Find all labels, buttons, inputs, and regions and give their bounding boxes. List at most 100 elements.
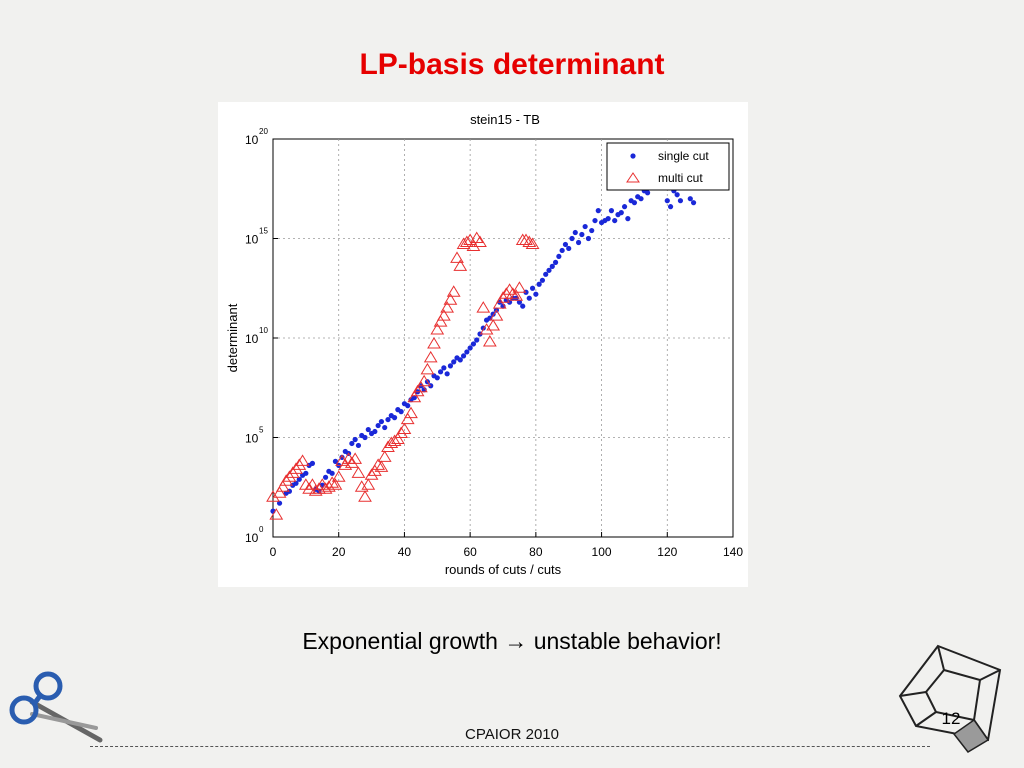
- single-cut-point: [457, 357, 463, 363]
- multi-cut-point: [384, 436, 399, 448]
- x-tick-label: 0: [270, 545, 277, 559]
- multi-cut-point: [463, 233, 478, 245]
- multi-cut-point: [282, 470, 297, 482]
- y-tick-base: 10: [245, 332, 259, 346]
- slide-title: LP-basis determinant: [359, 48, 665, 81]
- y-tick-base: 10: [245, 233, 259, 247]
- single-cut-point: [562, 241, 569, 248]
- y-tick-exponent: 20: [259, 127, 268, 136]
- multi-cut-point: [348, 452, 363, 464]
- multi-cut-point: [446, 285, 461, 297]
- single-cut-point: [362, 434, 368, 441]
- single-cut-point: [533, 291, 539, 297]
- single-cut-point: [516, 299, 523, 305]
- x-tick-label: 40: [398, 545, 412, 559]
- legend-single-cut-marker: [630, 153, 636, 159]
- multi-cut-point: [400, 412, 415, 425]
- single-cut-point: [690, 200, 697, 206]
- multi-cut-point: [453, 259, 468, 271]
- multi-cut-point: [440, 301, 455, 313]
- multi-cut-point: [423, 350, 438, 363]
- x-tick-label: 140: [723, 545, 743, 559]
- multi-cut-point: [377, 450, 392, 462]
- single-cut-point: [303, 470, 309, 476]
- y-tick-base: 10: [245, 531, 259, 545]
- legend: single cut multi cut: [606, 142, 730, 191]
- single-cut-point: [677, 198, 684, 204]
- single-cut-point: [546, 267, 552, 273]
- footer-text: CPAIOR 2010: [465, 726, 559, 743]
- single-cut-point: [464, 349, 470, 355]
- multi-cut-point: [390, 432, 405, 444]
- x-tick-label: 120: [657, 545, 677, 559]
- multi-cut-point: [404, 406, 418, 419]
- single-cut-point: [467, 345, 473, 351]
- single-cut-point: [460, 353, 467, 359]
- multi-cut-point: [443, 293, 458, 305]
- multi-cut-point: [476, 301, 491, 313]
- chart: stein15 - TB 0 20 40 60 80 100 120 140 10 0 10 5 10…: [218, 102, 748, 587]
- multi-cut-point: [394, 426, 409, 439]
- single-cut-point: [385, 416, 391, 423]
- multi-cut-point: [489, 309, 504, 321]
- multi-cut-point: [410, 384, 425, 397]
- multi-cut-point: [272, 486, 287, 498]
- single-cut-point: [332, 458, 339, 464]
- multi-cut-point: [285, 466, 300, 478]
- multi-cut-point: [381, 440, 395, 452]
- single-cut-point: [572, 229, 578, 236]
- x-tick-label: 60: [463, 545, 477, 559]
- single-cut-point: [434, 375, 440, 381]
- multi-cut-point: [512, 281, 527, 293]
- multi-cut-point: [295, 454, 310, 466]
- single-cut-point: [349, 440, 355, 447]
- multi-cut-point: [371, 458, 386, 470]
- single-cut-point: [595, 208, 601, 214]
- single-cut-point: [309, 460, 316, 466]
- multi-cut-point: [525, 237, 540, 249]
- single-cut-point: [398, 409, 404, 415]
- y-tick-exponent: 10: [259, 326, 268, 335]
- single-cut-point: [638, 196, 644, 202]
- single-cut-point: [621, 204, 628, 210]
- multi-cut-point: [505, 287, 520, 299]
- scissors-icon: [9, 671, 103, 743]
- single-cut-point: [579, 231, 585, 238]
- grid: [273, 139, 733, 537]
- multi-cut-point: [328, 478, 343, 490]
- single-cut-point: [543, 271, 549, 277]
- multi-cut-point: [430, 323, 445, 335]
- y-tick-exponent: 5: [259, 426, 264, 435]
- single-cut-point: [447, 363, 454, 369]
- single-cut-point: [618, 210, 624, 216]
- single-cut-point: [339, 454, 345, 460]
- series-multi-cut: [266, 231, 540, 520]
- multi-cut-point: [374, 460, 389, 472]
- x-tick-label: 100: [592, 545, 612, 559]
- multi-cut-point: [302, 482, 317, 494]
- single-cut-point: [664, 198, 670, 204]
- slide-subtitle: Exponential growth → unstable behavior!: [302, 628, 722, 654]
- multi-cut-point: [266, 490, 280, 502]
- single-cut-point: [539, 277, 546, 283]
- single-cut-point: [378, 418, 385, 425]
- multi-cut-point: [522, 235, 537, 247]
- multi-cut-point: [407, 390, 422, 403]
- hypercube-icon: [898, 644, 1002, 753]
- single-cut-point: [411, 395, 417, 401]
- single-cut-point: [552, 259, 559, 265]
- single-cut-point: [372, 428, 378, 435]
- single-cut-point: [582, 223, 588, 230]
- single-cut-point: [687, 196, 693, 202]
- single-cut-point: [526, 295, 532, 301]
- multi-cut-point: [275, 480, 290, 492]
- single-cut-point: [355, 442, 362, 449]
- legend-single-cut-label: single cut: [658, 149, 709, 163]
- single-cut-point: [365, 426, 371, 433]
- multi-cut-point: [456, 237, 471, 249]
- single-cut-point: [612, 217, 618, 224]
- multi-cut-point: [325, 476, 340, 488]
- single-cut-point: [529, 285, 536, 291]
- single-cut-point: [608, 208, 615, 214]
